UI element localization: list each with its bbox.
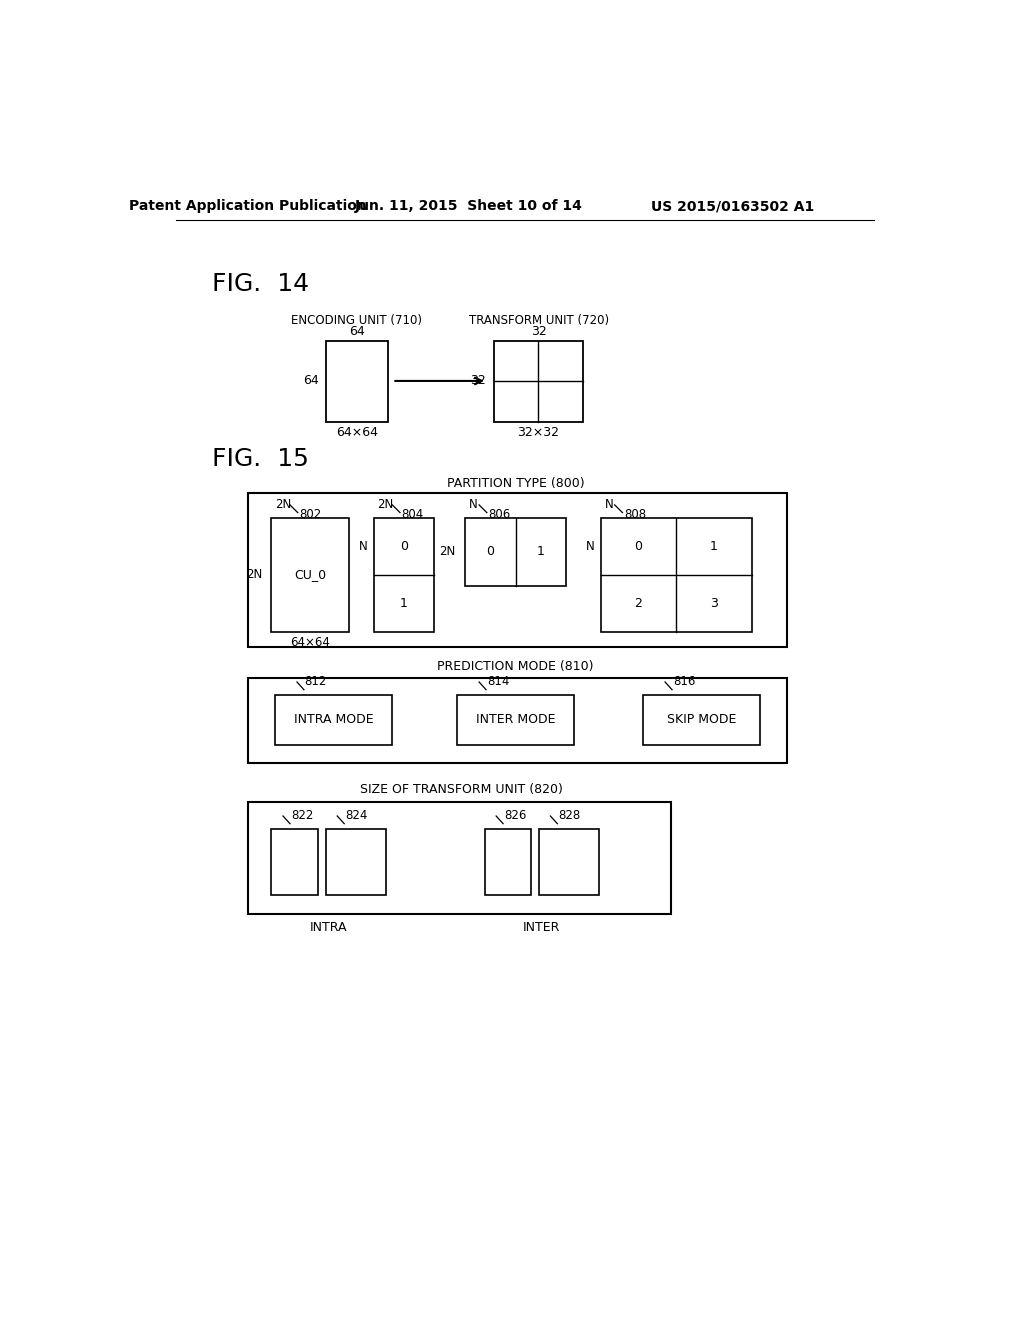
Text: PARTITION TYPE (800): PARTITION TYPE (800) — [446, 477, 585, 490]
Bar — [601, 517, 752, 632]
Text: N: N — [469, 498, 478, 511]
Text: 824: 824 — [345, 809, 368, 822]
Text: 822: 822 — [291, 809, 313, 822]
Text: 64×64: 64×64 — [290, 636, 330, 649]
Text: 828: 828 — [558, 809, 581, 822]
Text: N: N — [586, 540, 595, 553]
Text: 2N: 2N — [275, 498, 292, 511]
Bar — [539, 829, 599, 895]
Bar — [275, 696, 391, 744]
Bar — [465, 517, 566, 586]
Text: 2N: 2N — [378, 498, 394, 511]
Text: SKIP MODE: SKIP MODE — [667, 713, 736, 726]
Text: 814: 814 — [486, 675, 509, 688]
Bar — [248, 678, 786, 763]
Text: TRANSFORM UNIT (720): TRANSFORM UNIT (720) — [469, 314, 609, 326]
Text: 806: 806 — [488, 508, 511, 520]
Text: 32×32: 32×32 — [517, 426, 559, 440]
Bar — [326, 829, 386, 895]
Bar — [374, 517, 434, 632]
Text: 2: 2 — [634, 597, 642, 610]
Text: INTER MODE: INTER MODE — [476, 713, 555, 726]
Bar — [494, 341, 583, 422]
Text: 816: 816 — [673, 675, 695, 688]
Bar — [271, 517, 349, 632]
Text: 32: 32 — [470, 375, 486, 388]
Text: 64: 64 — [303, 375, 318, 388]
Text: 3: 3 — [710, 597, 718, 610]
Text: 2N: 2N — [246, 569, 262, 582]
Text: 808: 808 — [624, 508, 646, 520]
Text: 0: 0 — [486, 545, 494, 558]
Text: FIG.  15: FIG. 15 — [212, 446, 308, 471]
Bar — [327, 341, 388, 422]
Text: Patent Application Publication: Patent Application Publication — [129, 199, 367, 213]
Text: 804: 804 — [401, 508, 424, 520]
Text: 0: 0 — [634, 540, 642, 553]
Bar — [271, 829, 317, 895]
Text: 812: 812 — [305, 675, 327, 688]
Text: INTRA MODE: INTRA MODE — [294, 713, 373, 726]
Text: INTRA: INTRA — [310, 921, 347, 935]
Text: N: N — [604, 498, 613, 511]
Text: 64×64: 64×64 — [337, 426, 379, 440]
Text: FIG.  14: FIG. 14 — [212, 272, 309, 296]
Text: 0: 0 — [400, 540, 408, 553]
Text: 826: 826 — [504, 809, 526, 822]
Text: Jun. 11, 2015  Sheet 10 of 14: Jun. 11, 2015 Sheet 10 of 14 — [355, 199, 583, 213]
Text: 64: 64 — [349, 325, 365, 338]
Bar — [248, 803, 671, 913]
Text: US 2015/0163502 A1: US 2015/0163502 A1 — [651, 199, 814, 213]
Text: 32: 32 — [530, 325, 547, 338]
Text: INTER: INTER — [523, 921, 560, 935]
Text: PREDICTION MODE (810): PREDICTION MODE (810) — [437, 660, 594, 673]
Text: 2N: 2N — [439, 545, 456, 558]
Text: CU_0: CU_0 — [294, 569, 327, 582]
Bar — [484, 829, 531, 895]
Bar — [458, 696, 573, 744]
Text: SIZE OF TRANSFORM UNIT (820): SIZE OF TRANSFORM UNIT (820) — [359, 783, 562, 796]
Bar — [248, 494, 786, 647]
Text: 802: 802 — [299, 508, 322, 520]
Text: ENCODING UNIT (710): ENCODING UNIT (710) — [291, 314, 422, 326]
Text: 1: 1 — [710, 540, 718, 553]
Text: 1: 1 — [537, 545, 544, 558]
Text: 1: 1 — [400, 597, 408, 610]
Bar — [643, 696, 760, 744]
Text: N: N — [358, 540, 368, 553]
